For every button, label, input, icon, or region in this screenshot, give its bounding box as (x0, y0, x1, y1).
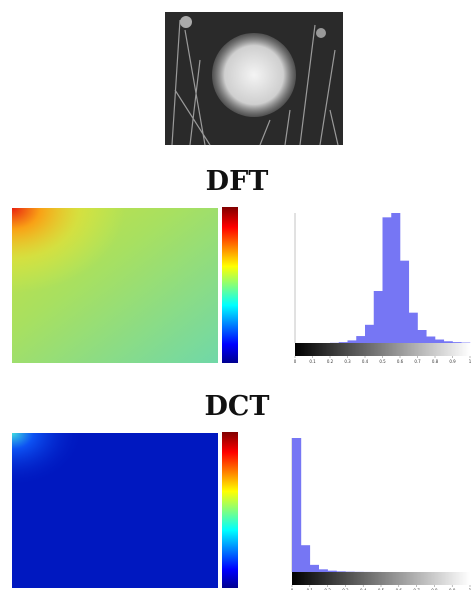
bar (400, 260, 410, 343)
bar (309, 564, 319, 572)
gray-ramp (295, 343, 470, 356)
x-tick-label: 1 (469, 359, 472, 364)
section-title: DCT (205, 391, 270, 422)
bar (347, 340, 357, 343)
bar (338, 342, 348, 343)
x-tick-label: 0.2 (324, 588, 331, 590)
bar (336, 571, 346, 572)
bar (318, 569, 328, 572)
x-tick-label: 0.7 (413, 588, 420, 590)
x-tick-label: 0.6 (397, 359, 404, 364)
x-tick-label: 0.5 (379, 359, 386, 364)
colorbar (222, 207, 238, 363)
bar (435, 339, 445, 343)
bar (365, 324, 375, 343)
x-tick-label: 1 (469, 588, 472, 590)
bar (408, 312, 418, 343)
bar (382, 217, 392, 343)
bar (417, 330, 427, 343)
bar (391, 213, 401, 343)
bar (300, 545, 311, 572)
x-tick-label: 0.1 (309, 359, 316, 364)
dft-heatmap (12, 208, 218, 363)
x-tick-label: 0.5 (378, 588, 385, 590)
gray-ramp (292, 572, 470, 585)
x-tick-label: 0.8 (432, 359, 439, 364)
x-tick-label: 0.3 (342, 588, 349, 590)
x-tick-label: 0.4 (360, 588, 367, 590)
x-tick-label: 0.6 (396, 588, 403, 590)
bar (356, 336, 366, 343)
dct-heatmap (12, 433, 218, 588)
x-tick-label: 0 (294, 359, 297, 364)
bar (292, 438, 302, 572)
bar (373, 291, 383, 343)
x-tick-label: 0.9 (449, 588, 456, 590)
photo (165, 12, 343, 146)
bar (452, 342, 462, 343)
x-tick-label: 0.1 (307, 588, 314, 590)
x-tick-label: 0.2 (327, 359, 334, 364)
x-tick-label: 0.3 (344, 359, 351, 364)
x-tick-label: 0.4 (362, 359, 369, 364)
x-tick-label: 0 (291, 588, 294, 590)
x-tick-label: 0.7 (414, 359, 421, 364)
x-tick-label: 0.9 (449, 359, 456, 364)
section-title: DFT (206, 166, 269, 197)
x-tick-label: 0.8 (431, 588, 438, 590)
bar (443, 341, 453, 343)
colorbar (222, 432, 238, 588)
bar (426, 336, 436, 343)
bar (327, 570, 337, 572)
